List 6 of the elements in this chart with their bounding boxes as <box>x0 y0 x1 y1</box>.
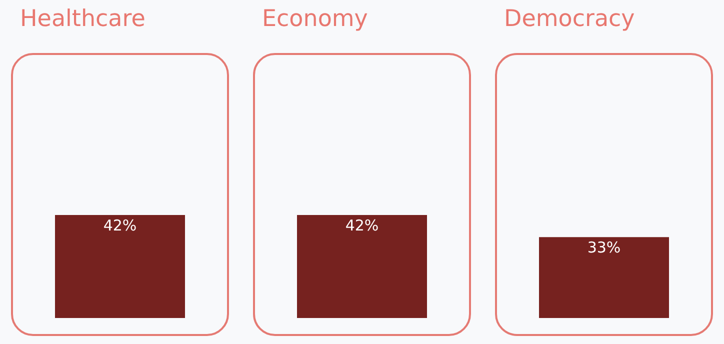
x-tick-label: Economy <box>262 6 368 32</box>
data-label: 42% <box>103 216 137 235</box>
data-label: 42% <box>345 216 379 235</box>
x-tick-label: Healthcare <box>20 6 146 32</box>
data-label: 33% <box>587 238 621 257</box>
x-tick-label: Democracy <box>504 6 635 32</box>
